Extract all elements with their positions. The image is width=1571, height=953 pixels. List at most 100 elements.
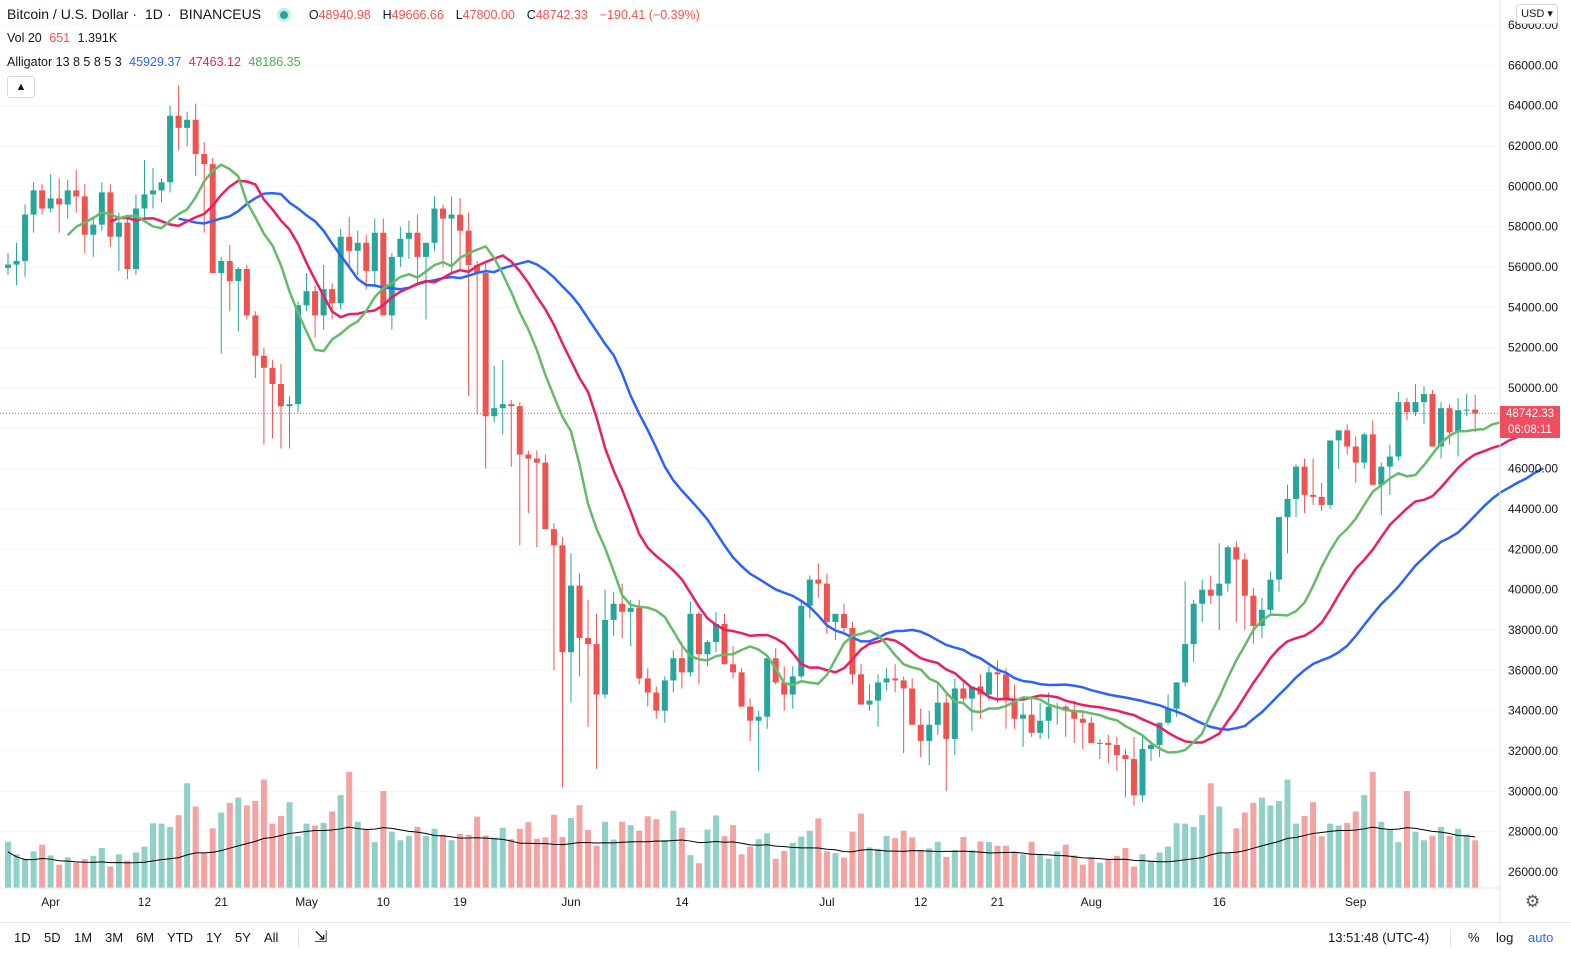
price-tick-label: 28000.00	[1508, 825, 1558, 839]
candle-body	[1378, 466, 1385, 485]
range-1m-button[interactable]: 1M	[74, 930, 93, 945]
candle-body	[422, 242, 429, 257]
symbol-name[interactable]: Bitcoin / U.S. Dollar	[7, 6, 129, 22]
candle-body	[312, 291, 319, 316]
range-5y-button[interactable]: 5Y	[235, 930, 251, 945]
range-1d-button[interactable]: 1D	[14, 930, 31, 945]
candle-body	[397, 238, 404, 257]
range-3m-button[interactable]: 3M	[105, 930, 124, 945]
volume-bar	[644, 816, 651, 888]
last-price-tag: 48742.33 06:08:11	[1500, 406, 1560, 438]
currency-button[interactable]: USD ▾	[1516, 4, 1558, 24]
candle-body	[1122, 755, 1129, 760]
time-axis[interactable]: Apr 12 21 May 10 19 Jun 14 Jul 12 21 Aug 16 Sep	[41, 895, 1366, 909]
candle-body	[1173, 682, 1180, 709]
volume-bar	[1020, 854, 1027, 888]
candle-body	[1301, 466, 1308, 495]
candle-body	[448, 214, 455, 219]
volume-bar	[525, 822, 532, 888]
candle-body	[295, 305, 302, 405]
candle-body	[533, 458, 540, 463]
range-1y-button[interactable]: 1Y	[206, 930, 222, 945]
range-ytd-button[interactable]: YTD	[167, 930, 193, 945]
candle-body	[1395, 402, 1402, 457]
volume-bar	[516, 828, 523, 888]
price-axis[interactable]: 26000.00 28000.00 30000.00 32000.00 34000.00…	[1508, 18, 1558, 879]
candle-body	[508, 404, 515, 407]
range-6m-button[interactable]: 6M	[136, 930, 155, 945]
settings-gear-icon[interactable]: ⚙	[1525, 892, 1541, 911]
candle-body	[934, 702, 941, 725]
candle-body	[380, 232, 387, 316]
volume-bar	[832, 853, 839, 888]
candle-body	[329, 289, 336, 304]
interval-label[interactable]: 1D	[144, 6, 163, 22]
volume-bar	[619, 821, 626, 888]
candle-body	[1310, 494, 1317, 497]
log-scale-toggle[interactable]: log	[1496, 930, 1514, 945]
volume-bar	[295, 836, 302, 888]
candle-body	[661, 680, 668, 711]
exchange-label: BINANCEUS	[179, 6, 262, 22]
volume-bar	[730, 825, 737, 888]
collapse-legend-button[interactable]: ▲	[7, 76, 35, 98]
volume-ma-value: 1.391K	[77, 31, 118, 45]
range-5d-button[interactable]: 5D	[44, 930, 61, 945]
volume-bar	[47, 855, 54, 888]
volume-bar	[1352, 811, 1359, 888]
volume-bar	[1233, 828, 1240, 888]
clock-time[interactable]: 13:51:48 (UTC-4)	[1328, 930, 1430, 945]
candle-body	[900, 680, 907, 689]
range-all-button[interactable]: All	[264, 930, 279, 945]
candle-body	[1472, 409, 1479, 414]
candle-body	[781, 682, 788, 695]
volume-bar	[1369, 771, 1376, 888]
candle-body	[1224, 547, 1231, 584]
price-tick-label: 42000.00	[1508, 542, 1558, 556]
percent-scale-toggle[interactable]: %	[1468, 930, 1480, 945]
volume-bar	[1122, 848, 1129, 888]
volume-bar	[235, 797, 242, 888]
candle-body	[56, 198, 63, 205]
candle-body	[542, 462, 549, 530]
price-change: −190.41 (−0.39%)	[599, 8, 700, 22]
auto-scale-toggle[interactable]: auto	[1528, 930, 1554, 945]
volume-bar	[1173, 823, 1180, 888]
candle-body	[730, 664, 737, 673]
time-tick-label: May	[295, 895, 318, 909]
volume-bar	[900, 830, 907, 888]
price-tick-label: 32000.00	[1508, 744, 1558, 758]
volume-bar	[789, 842, 796, 888]
price-tick-label: 54000.00	[1508, 300, 1558, 314]
price-tick-label: 60000.00	[1508, 179, 1558, 193]
candle-body	[1037, 720, 1044, 733]
candle-body	[201, 154, 208, 165]
volume-bar	[576, 805, 583, 888]
volume-bar	[1318, 836, 1325, 888]
candle-body	[815, 579, 822, 584]
candle-body	[1113, 744, 1120, 756]
candle-body	[13, 260, 20, 265]
price-tick-label: 62000.00	[1508, 139, 1558, 153]
volume-label[interactable]: Vol 20	[7, 31, 42, 45]
candle-body	[354, 242, 361, 251]
volume-bar	[320, 822, 327, 888]
volume-bar	[602, 821, 609, 888]
candle-body	[499, 404, 506, 409]
alligator-teeth-value: 47463.12	[188, 55, 241, 69]
volume-bar	[695, 863, 702, 888]
candle-body	[1241, 559, 1248, 596]
volume-bar	[397, 840, 404, 888]
price-chart[interactable]: 26000.00 28000.00 30000.00 32000.00 34000.00…	[0, 0, 1571, 922]
volume-bar	[346, 771, 353, 888]
candle-body	[593, 644, 600, 695]
calendar-range-icon[interactable]: ⇲	[314, 929, 328, 946]
alligator-label[interactable]: Alligator 13 8 5 8 5 3	[7, 55, 122, 69]
candle-body	[431, 208, 438, 243]
candle-body	[798, 605, 805, 677]
volume-bar	[1054, 851, 1061, 888]
time-tick-label: Sep	[1345, 895, 1367, 909]
volume-bar	[1113, 855, 1120, 888]
volume-bar	[243, 805, 250, 888]
volume-bar	[985, 842, 992, 888]
